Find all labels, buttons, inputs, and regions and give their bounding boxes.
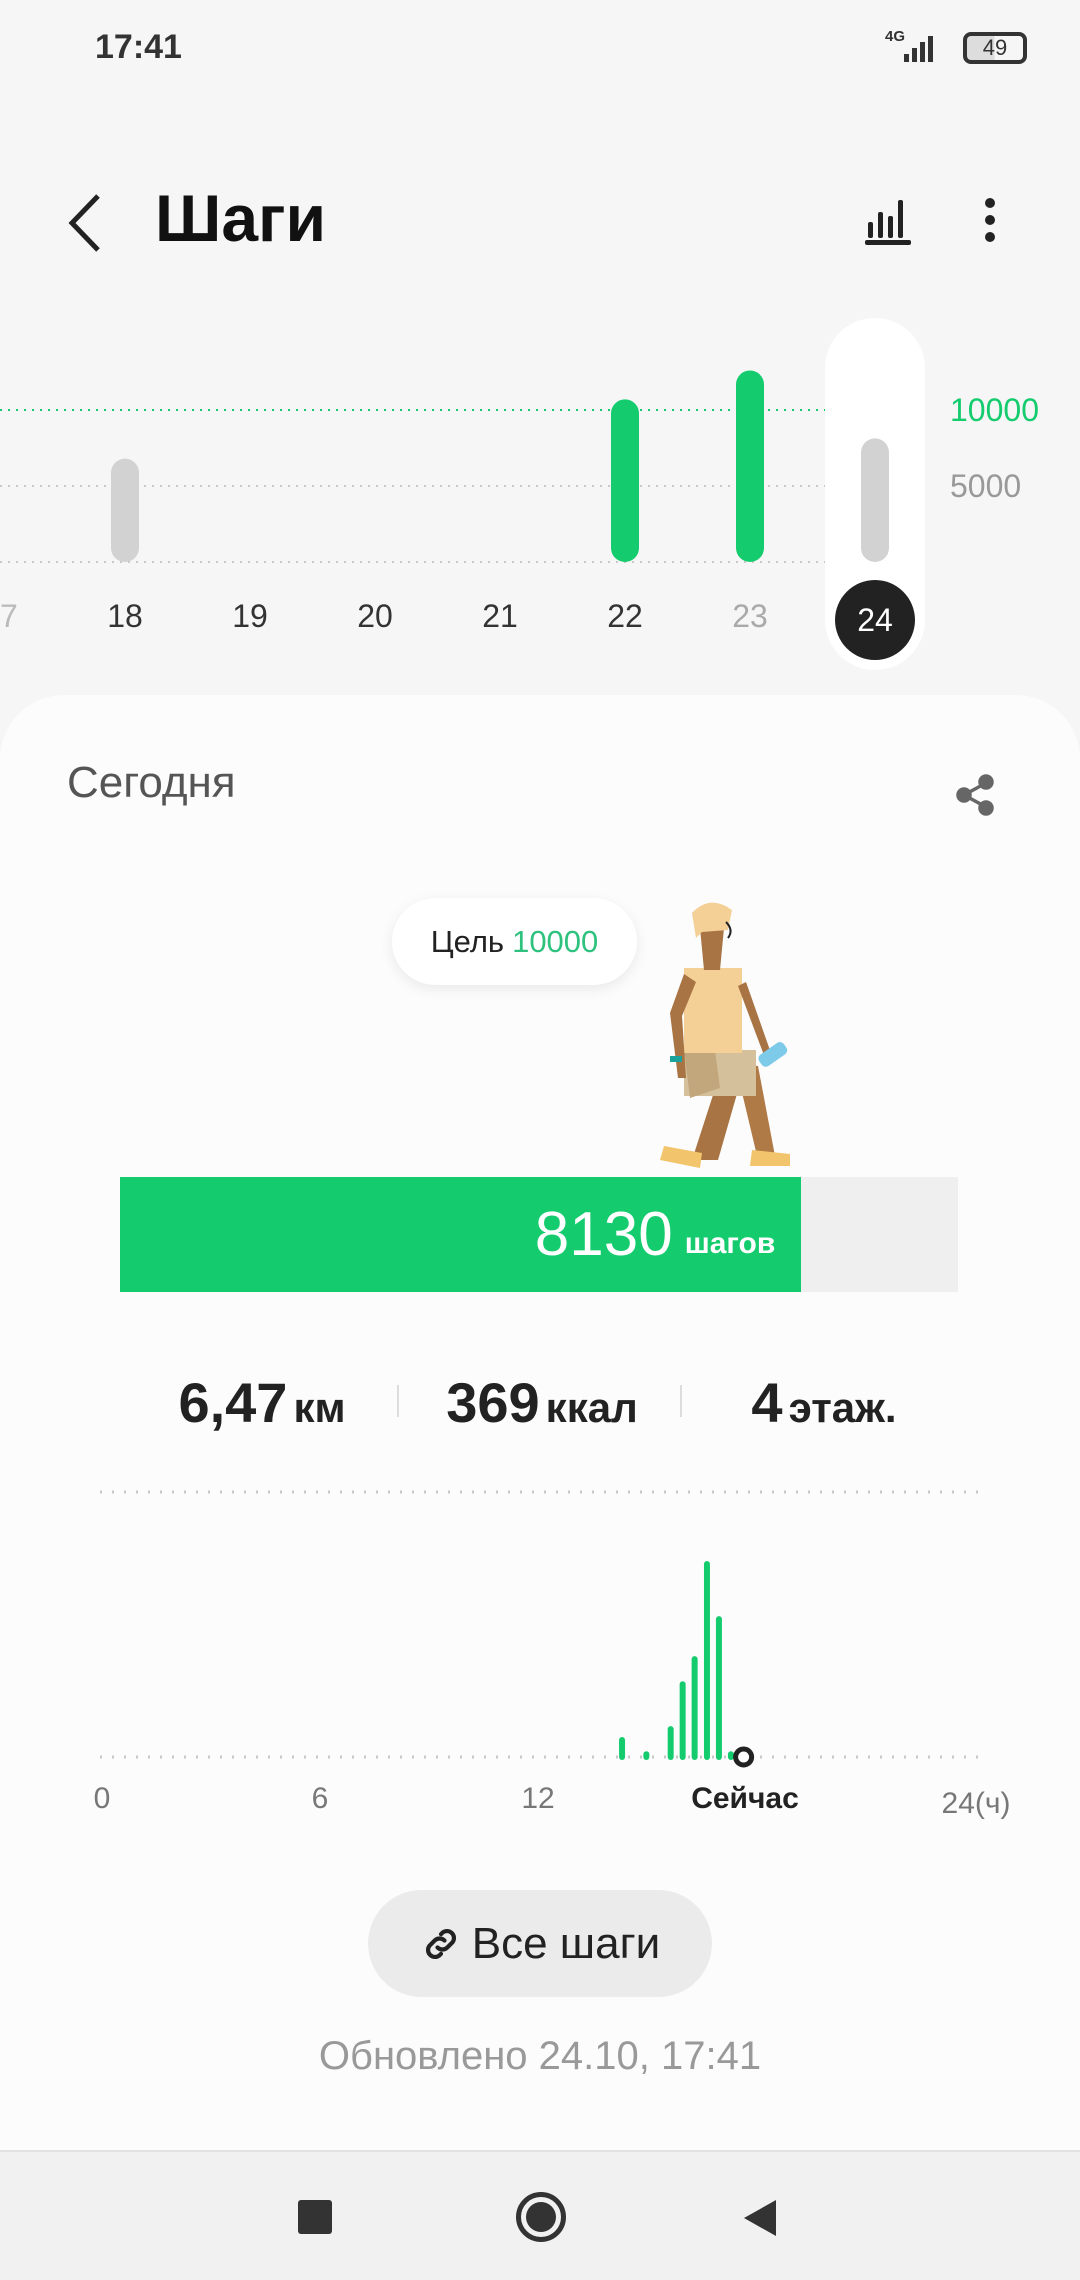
divider	[397, 1385, 399, 1417]
link-icon	[425, 1928, 456, 1959]
distance-value: 6,47	[178, 1371, 288, 1434]
steps-count: 8130	[534, 1200, 673, 1269]
all-steps-label: Все шаги	[471, 1918, 661, 1968]
day-label-21[interactable]: 21	[482, 598, 518, 634]
x-tick-12: 12	[521, 1782, 555, 1815]
page-title: Шаги	[155, 181, 327, 255]
goal-value: 10000	[512, 923, 599, 959]
day-label-17[interactable]: 17	[0, 598, 18, 634]
walking-person-illustration	[660, 902, 790, 1168]
goal-label: Цель	[430, 923, 505, 959]
home-button[interactable]	[516, 2192, 566, 2242]
day-bar-23	[736, 370, 764, 562]
bar-chart-icon[interactable]	[862, 192, 918, 248]
floors-value: 4	[751, 1371, 783, 1434]
steps-unit: шагов	[684, 1226, 776, 1260]
day-label-23[interactable]: 23	[732, 598, 768, 634]
x-tick-now: Сейчас	[691, 1782, 799, 1815]
day-label-20[interactable]: 20	[357, 598, 393, 634]
hourly-steps-chart	[100, 1490, 985, 1768]
now-marker	[733, 1746, 755, 1768]
divider	[680, 1385, 682, 1417]
floors-unit: этаж.	[788, 1384, 897, 1431]
day-label-19[interactable]: 19	[232, 598, 268, 634]
day-bar-22	[611, 399, 639, 562]
weekly-steps-chart[interactable]	[0, 300, 1080, 690]
axis-label-5000: 5000	[950, 468, 1022, 504]
day-label-22[interactable]: 22	[607, 598, 643, 634]
more-vertical-icon[interactable]	[978, 195, 1002, 245]
calories-value: 369	[446, 1371, 540, 1434]
status-time: 17:41	[95, 28, 182, 66]
back-nav-button[interactable]	[742, 2198, 778, 2238]
step-progress-fill: 8130 шагов	[120, 1177, 802, 1292]
day-bar-24	[861, 438, 889, 562]
calories-stat: 369 ккал	[446, 1370, 638, 1435]
distance-unit: км	[293, 1384, 346, 1431]
battery-indicator: 49	[963, 32, 1027, 64]
signal-icon	[904, 36, 933, 62]
goal-axis-label: 10000	[950, 392, 1039, 428]
today-label: Сегодня	[67, 758, 236, 807]
updated-timestamp: Обновлено 24.10, 17:41	[318, 2034, 762, 2078]
navigation-bar	[0, 2150, 1080, 2280]
calories-unit: ккал	[545, 1384, 638, 1431]
day-label-24[interactable]: 24	[835, 580, 915, 660]
x-tick-0: 0	[93, 1782, 111, 1815]
back-button[interactable]	[60, 190, 110, 256]
network-type: 4G	[885, 28, 906, 45]
floors-stat: 4 этаж.	[751, 1370, 896, 1435]
share-icon[interactable]	[952, 772, 998, 818]
day-bar-18	[111, 458, 139, 562]
x-tick-24: 24(ч)	[941, 1787, 1011, 1820]
distance-stat: 6,47 км	[178, 1370, 345, 1435]
all-steps-button[interactable]: Все шаги	[368, 1890, 712, 1997]
x-tick-6: 6	[311, 1782, 329, 1815]
step-progress-bar: 8130 шагов	[120, 1177, 958, 1292]
goal-bubble: Цель 10000	[392, 898, 637, 985]
recents-button[interactable]	[298, 2200, 332, 2234]
day-label-18[interactable]: 18	[107, 598, 143, 634]
